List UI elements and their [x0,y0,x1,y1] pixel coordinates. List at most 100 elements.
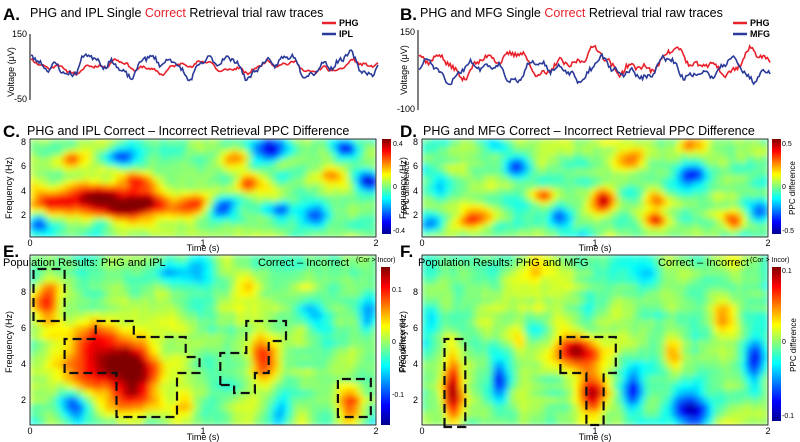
heatmap-cell [138,403,145,412]
heatmap-cell [311,196,318,201]
heatmap-cell [165,224,172,230]
heatmap-cell [84,396,91,405]
heatmap-cell [170,262,177,270]
heatmap-cell [203,220,210,226]
panel-c-ytick-4: 4 [21,186,26,196]
heatmap-cell [616,143,623,148]
heatmap-cell [670,139,677,144]
heatmap-cell [719,175,726,181]
heatmap-cell [78,208,85,214]
heatmap-cell [359,147,366,152]
heatmap-cell [584,175,591,181]
heatmap-cell [127,200,134,205]
heatmap-cell [78,403,85,412]
heatmap-cell [230,318,237,327]
heatmap-cell [100,216,107,222]
heatmap-cell [503,255,510,263]
heatmap-cell [240,340,247,348]
heatmap-cell [530,139,537,144]
heatmap-cell [240,147,247,152]
heatmap-cell [316,318,323,327]
heatmap-cell [481,151,488,156]
heatmap-cell [267,396,274,405]
heatmap-cell [240,297,247,306]
heatmap-cell [35,196,42,201]
heatmap-cell [654,208,661,214]
heatmap-cell [578,143,585,148]
heatmap-cell [427,255,434,263]
heatmap-cell [294,151,301,156]
heatmap-cell [51,224,58,230]
heatmap-cell [305,167,312,173]
heatmap-cell [535,255,542,263]
heatmap-cell [659,276,666,284]
heatmap-cell [757,196,764,201]
heatmap-cell [432,208,439,214]
heatmap-cell [154,143,161,148]
heatmap-cell [154,325,161,334]
heatmap-cell [278,347,285,355]
heatmap-cell [62,155,69,161]
heatmap-cell [224,375,231,384]
heatmap-cell [203,188,210,193]
heatmap-cell [300,188,307,193]
heatmap-cell [589,200,596,205]
heatmap-cell [46,382,53,391]
heatmap-cell [438,208,445,214]
heatmap-cell [365,255,372,263]
heatmap-cell [73,354,80,362]
heatmap-cell [30,318,37,327]
heatmap-cell [343,147,350,152]
heatmap-cell [186,208,193,214]
heatmap-cell [338,175,345,181]
heatmap-cell [127,361,134,369]
heatmap-cell [181,311,188,320]
heatmap-cell [459,224,466,230]
heatmap-cell [294,389,301,398]
heatmap-cell [240,403,247,412]
heatmap-cell [557,216,564,222]
heatmap-cell [235,192,242,197]
heatmap-cell [257,216,264,222]
heatmap-cell [562,276,569,284]
heatmap-cell [627,151,634,156]
heatmap-cell [213,410,220,419]
heatmap-cell [132,171,139,177]
heatmap-cell [432,151,439,156]
heatmap-cell [240,325,247,334]
heatmap-cell [294,340,301,348]
heatmap-cell [46,216,53,222]
heatmap-cell [443,167,450,173]
heatmap-cell [703,179,710,185]
heatmap-cell [365,179,372,185]
heatmap-cell [267,361,274,369]
heatmap-cell [562,196,569,201]
heatmap-cell [62,200,69,205]
heatmap-cell [540,171,547,177]
heatmap-cell [365,224,372,230]
heatmap-cell [432,196,439,201]
heatmap-cell [208,255,215,263]
heatmap-cell [611,228,618,234]
heatmap-cell [132,228,139,234]
heatmap-cell [681,183,688,189]
heatmap-cell [703,276,710,284]
heatmap-cell [105,159,112,165]
heatmap-cell [530,276,537,284]
heatmap-cell [370,212,376,218]
heatmap-cell [365,382,372,391]
heatmap-cell [192,297,199,306]
heatmap-cell [154,188,161,193]
heatmap-cell [262,269,269,277]
heatmap-cell [165,151,172,156]
heatmap-cell [327,403,334,412]
heatmap-cell [757,200,764,205]
heatmap-cell [240,208,247,214]
heatmap-cell [148,143,155,148]
heatmap-cell [338,332,345,341]
heatmap-cell [132,347,139,355]
heatmap-cell [654,167,661,173]
heatmap-cell [219,347,226,355]
heatmap-cell [197,318,204,327]
heatmap-cell [740,255,747,263]
